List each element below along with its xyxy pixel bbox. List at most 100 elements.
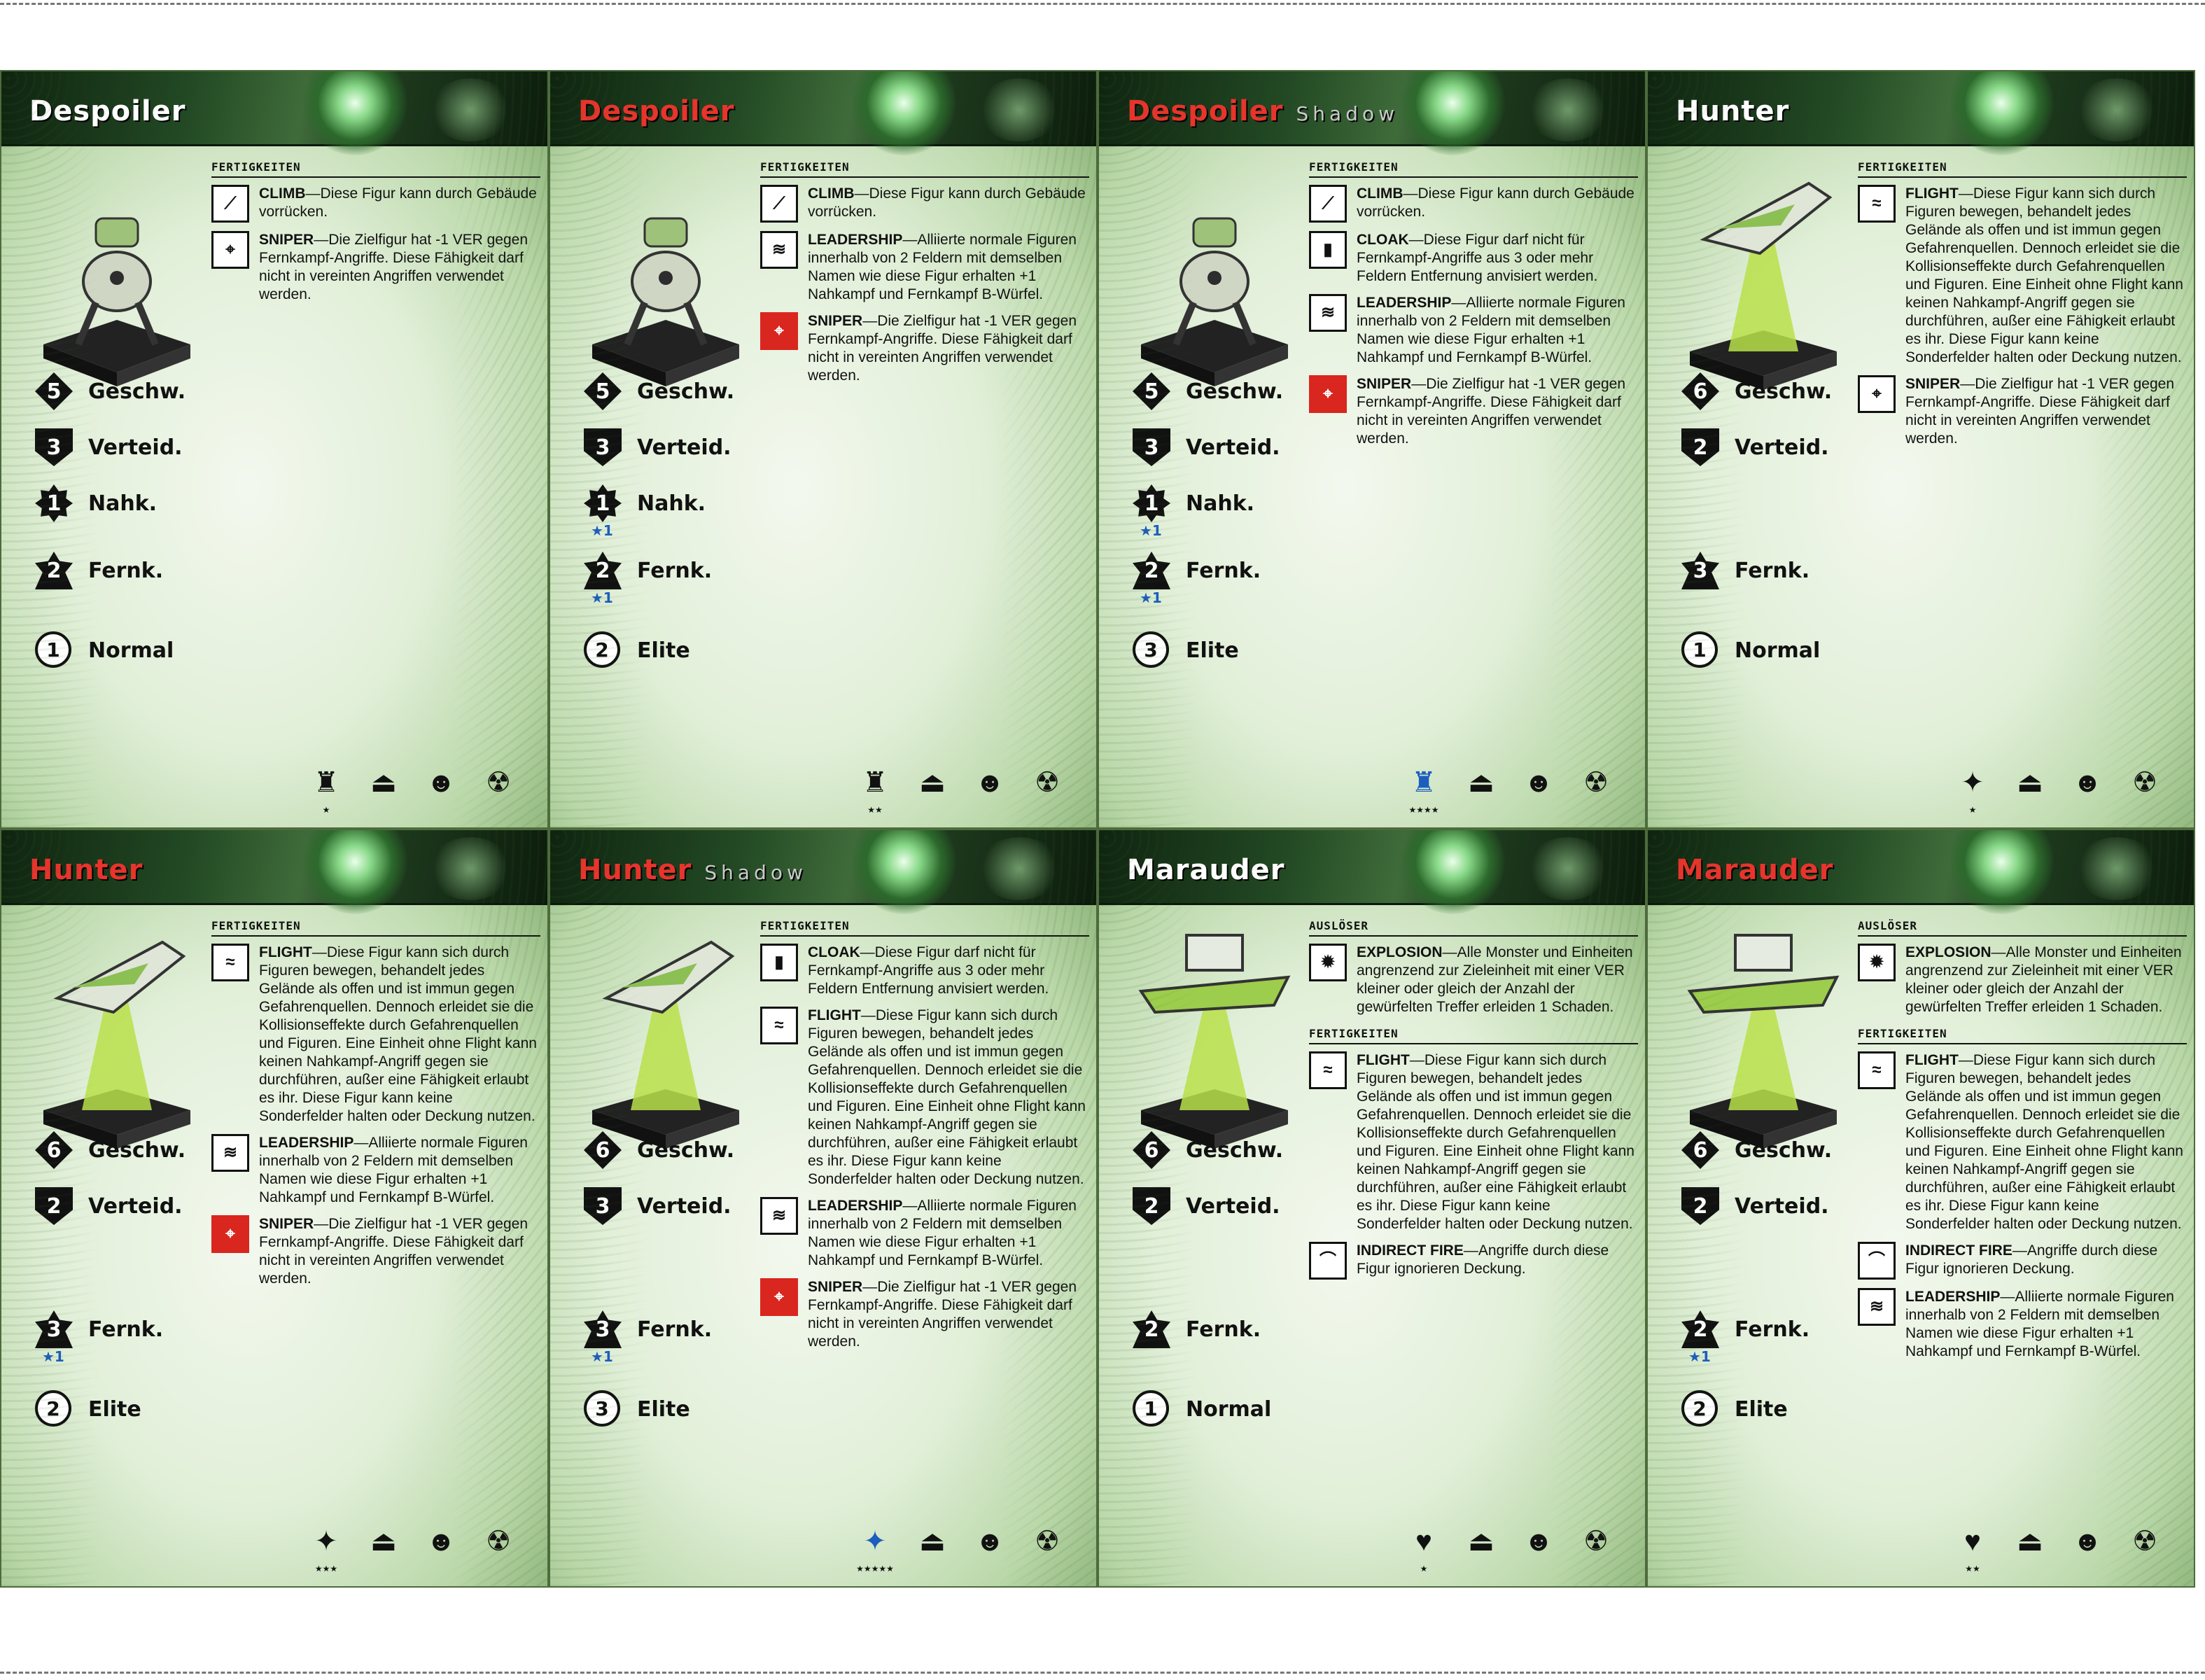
ability-description: —Die Zielfigur hat -1 VER gegen Fernkamp… [259, 232, 528, 302]
ability-item: ⌖ SNIPER—Die Zielfigur hat -1 VER gegen F… [211, 1215, 540, 1288]
rarity-slot: ♥ ★ [1403, 1520, 1445, 1574]
cloak-icon: ▮ [1309, 231, 1347, 269]
trigger-name: EXPLOSION [1357, 944, 1443, 960]
rank-badge-icon: 1 [1133, 1390, 1169, 1427]
ability-name: LEADERSHIP [808, 232, 903, 248]
speed-label: Geschw. [1186, 1138, 1284, 1163]
ability-item: ⌖ SNIPER—Die Zielfigur hat -1 VER gegen F… [760, 1278, 1089, 1351]
sniper-icon: ⌖ [211, 231, 249, 269]
ability-text: SNIPER—Die Zielfigur hat -1 VER gegen Fe… [1905, 375, 2187, 448]
card-header: Despoiler [1, 71, 547, 155]
ability-text: LEADERSHIP—Alliierte normale Figuren inn… [259, 1134, 540, 1207]
defense-badge-icon: 3 [1133, 428, 1170, 466]
ability-item: ≋ LEADERSHIP—Alliierte normale Figuren in… [760, 231, 1089, 304]
ability-description: —Die Zielfigur hat -1 VER gegen Fernkamp… [1905, 376, 2174, 447]
ability-text: INDIRECT FIRE—Angriffe durch diese Figur… [1905, 1242, 2187, 1280]
rarity-stars: ★★★★ [1408, 805, 1439, 815]
header-eye-graphic [977, 837, 1061, 900]
radiation-icon: ☢ [1035, 1526, 1060, 1557]
faction-icon-tray: ♥ ★ ⏏ ☻ ☢ [1403, 1520, 1617, 1574]
ability-name: LEADERSHIP [259, 1135, 354, 1151]
ability-description: —Alliierte normale Figuren innerhalb von… [808, 1198, 1077, 1268]
header-eye-graphic [1526, 837, 1610, 900]
unit-name: Marauder [1127, 854, 1284, 886]
defense-label: Verteid. [1186, 1194, 1280, 1219]
defense-label: Verteid. [637, 435, 732, 460]
header-eye-graphic [977, 78, 1061, 141]
ability-panel: FERTIGKEITEN ▮ CLOAK—Diese Figur darf nich… [760, 914, 1089, 1359]
ranged-bonus: ★1 [1140, 589, 1162, 606]
header-orb-graphic [1400, 830, 1505, 914]
ufo-icon: ⏏ [370, 767, 397, 798]
ranged-badge-icon: 3 [1681, 552, 1719, 589]
explosion-icon: ✹ [1858, 944, 1896, 981]
ability-item: ▮ CLOAK—Diese Figur darf nicht für Fernka… [1309, 231, 1638, 286]
sniper-icon: ⌖ [211, 1215, 249, 1253]
rarity-stars: ★★★★★ [856, 1564, 894, 1574]
ability-panel: FERTIGKEITEN ≈ FLIGHT—Diese Figur kann sic… [1858, 155, 2187, 456]
header-eye-graphic [2075, 78, 2159, 141]
ability-text: FLIGHT—Diese Figur kann sich durch Figur… [1357, 1051, 1638, 1233]
trigger-name: EXPLOSION [1905, 944, 1991, 960]
stat-speed: 6 Geschw. [1681, 372, 1884, 421]
speed-label: Geschw. [637, 379, 735, 404]
ability-text: LEADERSHIP—Alliierte normale Figuren inn… [808, 231, 1089, 304]
stat-melee: 1 Nahk. ★1 [584, 484, 787, 539]
ability-item: ⟋ CLIMB—Diese Figur kann durch Gebäude vo… [1309, 185, 1638, 223]
header-orb-graphic [1949, 830, 2054, 914]
speed-label: Geschw. [1735, 379, 1833, 404]
ability-description: —Alliierte normale Figuren innerhalb von… [1357, 295, 1625, 365]
ranged-badge-icon: 2 [1133, 1310, 1170, 1348]
rarity-stars: ★ [1420, 1564, 1428, 1574]
rarity-slot: ♜ ★ [305, 762, 347, 815]
stat-ranged: 3 Fernk. ★1 [35, 1310, 238, 1365]
ability-description: —Die Zielfigur hat -1 VER gegen Fernkamp… [808, 1279, 1077, 1350]
ability-description: —Diese Figur kann sich durch Figuren bew… [1905, 1052, 2183, 1232]
ranged-label: Fernk. [88, 559, 164, 583]
miniature-figure-image [29, 921, 204, 1152]
speed-badge-icon: 5 [1133, 372, 1170, 410]
alien-icon: ☻ [974, 766, 1005, 798]
stat-speed: 6 Geschw. [1133, 1131, 1336, 1180]
radiation-icon: ☢ [486, 767, 511, 798]
stat-ranged: 3 Fernk. [1681, 552, 1884, 601]
ability-description: —Alliierte normale Figuren innerhalb von… [259, 1135, 528, 1205]
alien-icon: ☻ [1523, 766, 1554, 798]
header-eye-graphic [428, 837, 512, 900]
rank-badge-icon: 3 [1133, 631, 1169, 668]
melee-badge-icon: 1 [35, 484, 73, 522]
rarity-slot: ✦ ★ [1952, 762, 1994, 815]
radiation-icon: ☢ [1035, 767, 1060, 798]
rarity-stars: ★ [1968, 805, 1977, 815]
ability-item: ⌖ SNIPER—Die Zielfigur hat -1 VER gegen F… [1858, 375, 2187, 448]
ranged-label: Fernk. [637, 1317, 713, 1342]
ability-description: —Alliierte normale Figuren innerhalb von… [1905, 1289, 2174, 1359]
trigger-section-heading: AUSLÖSER [1858, 917, 2187, 937]
ufo-icon: ⏏ [370, 1526, 397, 1557]
melee-badge-icon: 1 [584, 484, 622, 522]
header-orb-graphic [851, 71, 956, 155]
ability-text: SNIPER—Die Zielfigur hat -1 VER gegen Fe… [259, 1215, 540, 1288]
card-header: Hunter Shadow [550, 830, 1096, 914]
ability-text: LEADERSHIP—Alliierte normale Figuren inn… [1357, 294, 1638, 367]
defense-badge-icon: 3 [584, 428, 622, 466]
stat-defense: 3 Verteid. [584, 1187, 787, 1236]
header-orb-graphic [302, 830, 407, 914]
unit-name-text: Marauder [1676, 854, 1834, 886]
leadership-icon: ≋ [1309, 294, 1347, 332]
ability-panel: FERTIGKEITEN ⟋ CLIMB—Diese Figur kann durc… [1309, 155, 1638, 456]
card-header: Marauder [1099, 830, 1645, 914]
flight-icon: ≈ [1858, 1051, 1896, 1089]
ability-name: CLIMB [808, 186, 855, 202]
rank-badge-icon: 2 [584, 631, 620, 668]
trigger-text: EXPLOSION—Alle Monster und Einheiten ang… [1357, 944, 1638, 1016]
faction-icon-tray: ♜ ★★ ⏏ ☻ ☢ [854, 762, 1068, 816]
ability-text: CLOAK—Diese Figur darf nicht für Fernkam… [1357, 231, 1638, 286]
stat-rank: 2 Elite [35, 1390, 238, 1439]
rank-badge-icon: 2 [1681, 1390, 1718, 1427]
ability-name: FLIGHT [1905, 186, 1959, 202]
speed-badge-icon: 5 [35, 372, 73, 410]
stat-ranged: 2 Fernk. ★1 [1133, 552, 1336, 606]
unit-card: Marauder 6 Geschw. 2 Verteid. 2 Fernk. ★1 2 Elite… [1646, 829, 2195, 1588]
rank-label: Normal [88, 638, 174, 663]
